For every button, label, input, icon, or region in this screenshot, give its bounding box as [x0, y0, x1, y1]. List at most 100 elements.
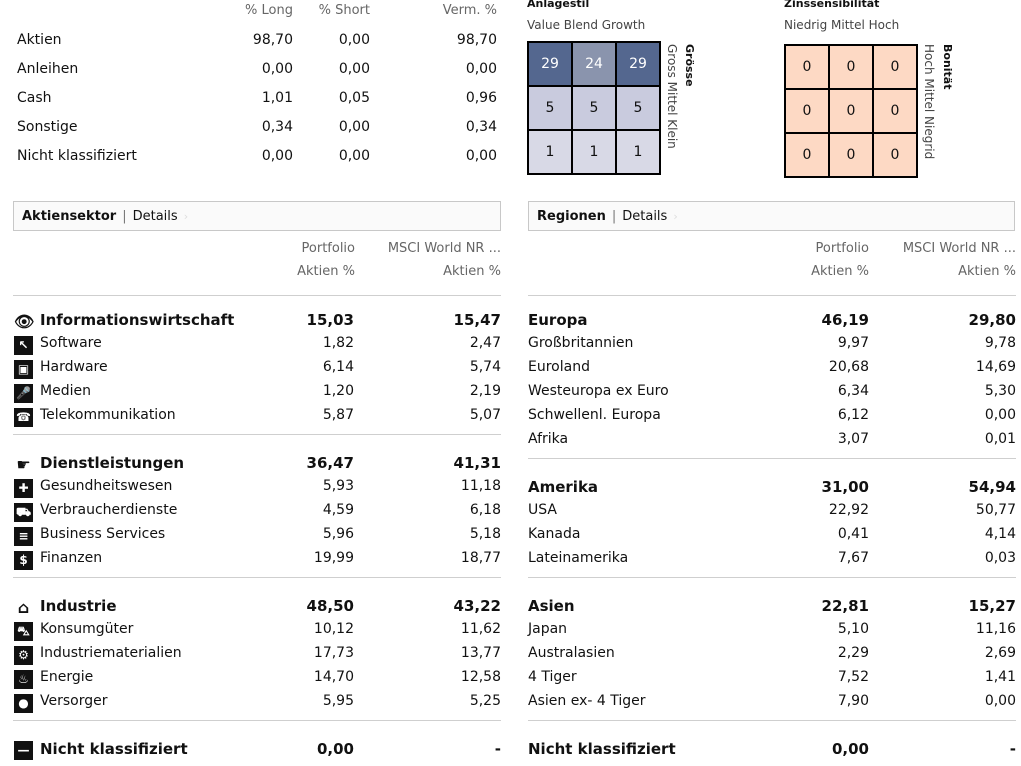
- row-portfolio-value: 5,96: [322, 526, 354, 542]
- hand-icon: ☛: [16, 455, 31, 474]
- table-row: USA 22,92 50,77: [0, 502, 1021, 525]
- allocation-label: Aktien: [17, 32, 62, 48]
- allocation-net: 0,00: [465, 61, 497, 77]
- sector-details-link[interactable]: Details: [132, 208, 178, 224]
- row-benchmark-value: 13,77: [460, 645, 501, 661]
- row-label: Asien ex- 4 Tiger: [528, 693, 646, 709]
- factory-icon: ⌂: [17, 598, 30, 617]
- col-header-net: Verm. %: [442, 3, 497, 18]
- col-header-short: % Short: [318, 3, 370, 18]
- fixed-income-cell: 0: [830, 134, 872, 176]
- tab-regionen[interactable]: Regionen: [537, 208, 606, 224]
- equity-style-size-title: Grösse: [683, 44, 696, 87]
- row-portfolio-value: 5,87: [322, 407, 354, 423]
- regions-col1-line1: Portfolio: [815, 241, 869, 256]
- row-benchmark-value: 43,22: [453, 597, 501, 615]
- row-label: Software: [40, 335, 102, 351]
- row-label: Finanzen: [40, 550, 103, 566]
- row-portfolio-value: 7,90: [837, 693, 869, 709]
- sector-tab-header: Aktiensektor | Details ›: [13, 201, 501, 231]
- table-row: Lateinamerika 7,67 0,03: [0, 550, 1021, 573]
- row-benchmark-value: 2,47: [469, 335, 501, 351]
- equity-style-cell: 29: [617, 43, 659, 85]
- table-row: Japan 5,10 11,16: [0, 621, 1021, 644]
- regions-col2-line2: Aktien %: [958, 264, 1016, 279]
- row-portfolio-value: 5,93: [322, 478, 354, 494]
- fixed-income-quality-title: Bonität: [941, 44, 954, 90]
- row-label: Verbraucherdienste: [40, 502, 178, 518]
- fixed-income-cell: 0: [830, 46, 872, 88]
- equity-style-cell: 5: [529, 87, 571, 129]
- allocation-short: 0,00: [338, 61, 370, 77]
- row-label: Gesundheitswesen: [40, 478, 173, 494]
- equity-style-cell: 5: [617, 87, 659, 129]
- row-portfolio-value: 9,97: [837, 335, 869, 351]
- regions-col1-line2: Aktien %: [811, 264, 869, 279]
- chevron-right-icon: ›: [183, 209, 189, 223]
- row-benchmark-value: 18,77: [460, 550, 501, 566]
- row-portfolio-value: 46,19: [821, 311, 869, 329]
- allocation-net: 0,96: [465, 90, 497, 106]
- row-portfolio-value: 4,59: [322, 502, 354, 518]
- row-label: Großbritannien: [528, 335, 634, 351]
- row-label: Dienstleistungen: [40, 454, 185, 472]
- col-header-long: % Long: [245, 3, 293, 18]
- row-label: Euroland: [528, 359, 590, 375]
- group-row: Europa 46,19 29,80: [0, 311, 1021, 334]
- row-portfolio-value: 0,41: [837, 526, 869, 542]
- phone-icon: ☎: [14, 408, 33, 427]
- row-benchmark-value: 5,74: [469, 359, 501, 375]
- row-portfolio-value: 6,12: [837, 407, 869, 423]
- row-label: Kanada: [528, 526, 581, 542]
- row-benchmark-value: 4,14: [984, 526, 1016, 542]
- row-label: Industriematerialien: [40, 645, 182, 661]
- equity-style-cell: 29: [529, 43, 571, 85]
- row-portfolio-value: 17,73: [313, 645, 354, 661]
- row-benchmark-value: 5,07: [469, 407, 501, 423]
- row-benchmark-value: 29,80: [968, 311, 1016, 329]
- fixed-income-cell: 0: [874, 134, 916, 176]
- table-row: ⛟ Verbraucherdienste 4,59 6,18: [0, 502, 1021, 525]
- equity-style-cell: 5: [573, 87, 615, 129]
- sector-col2-line1: MSCI World NR ...: [387, 241, 501, 256]
- row-portfolio-value: 7,52: [837, 669, 869, 685]
- table-row: ⚙ Industriematerialien 17,73 13,77: [0, 645, 1021, 668]
- row-label: Europa: [528, 311, 588, 329]
- pill-icon: ✚: [14, 479, 33, 498]
- table-row: ▣ Hardware 6,14 5,74: [0, 359, 1021, 382]
- row-benchmark-value: 0,01: [984, 431, 1016, 447]
- row-label: Industrie: [40, 597, 117, 615]
- gear-icon: ⚙: [14, 646, 33, 665]
- row-benchmark-value: 0,00: [984, 407, 1016, 423]
- fixed-income-cell: 0: [874, 90, 916, 132]
- table-row: Westeuropa ex Euro 6,34 5,30: [0, 383, 1021, 406]
- table-row: ☎ Telekommunikation 5,87 5,07: [0, 407, 1021, 430]
- row-benchmark-value: 6,18: [469, 502, 501, 518]
- document-icon: ≡: [14, 527, 33, 546]
- row-portfolio-value: 3,07: [837, 431, 869, 447]
- equity-style-size-labels: Gross Mittel Klein: [665, 44, 679, 149]
- row-benchmark-value: 11,16: [975, 621, 1016, 637]
- row-label: Australasien: [528, 645, 615, 661]
- row-portfolio-value: 48,50: [306, 597, 354, 615]
- eye-icon: 👁: [14, 312, 35, 331]
- row-portfolio-value: 15,03: [306, 311, 354, 329]
- tab-aktiensektor[interactable]: Aktiensektor: [22, 208, 117, 224]
- table-row: Kanada 0,41 4,14: [0, 526, 1021, 549]
- row-label: Telekommunikation: [40, 407, 176, 423]
- equity-style-title: Anlagestil: [527, 0, 590, 10]
- equity-style-grid: 29 24 29 5 5 5 1 1 1: [527, 41, 661, 175]
- row-benchmark-value: -: [494, 740, 501, 758]
- allocation-long: 0,00: [261, 148, 293, 164]
- flame-icon: ♨: [14, 670, 33, 689]
- dollar-icon: $: [14, 551, 33, 570]
- row-portfolio-value: 22,92: [828, 502, 869, 518]
- microphone-icon: 🎤: [14, 384, 33, 403]
- table-row: Asien ex- 4 Tiger 7,90 0,00: [0, 693, 1021, 716]
- regions-details-link[interactable]: Details: [622, 208, 668, 224]
- row-label: Versorger: [40, 693, 108, 709]
- table-row: ⛍ Konsumgüter 10,12 11,62: [0, 621, 1021, 644]
- table-row: ↖ Software 1,82 2,47: [0, 335, 1021, 358]
- allocation-row: Anleihen 0,00 0,00 0,00: [0, 61, 510, 90]
- row-benchmark-value: 0,03: [984, 550, 1016, 566]
